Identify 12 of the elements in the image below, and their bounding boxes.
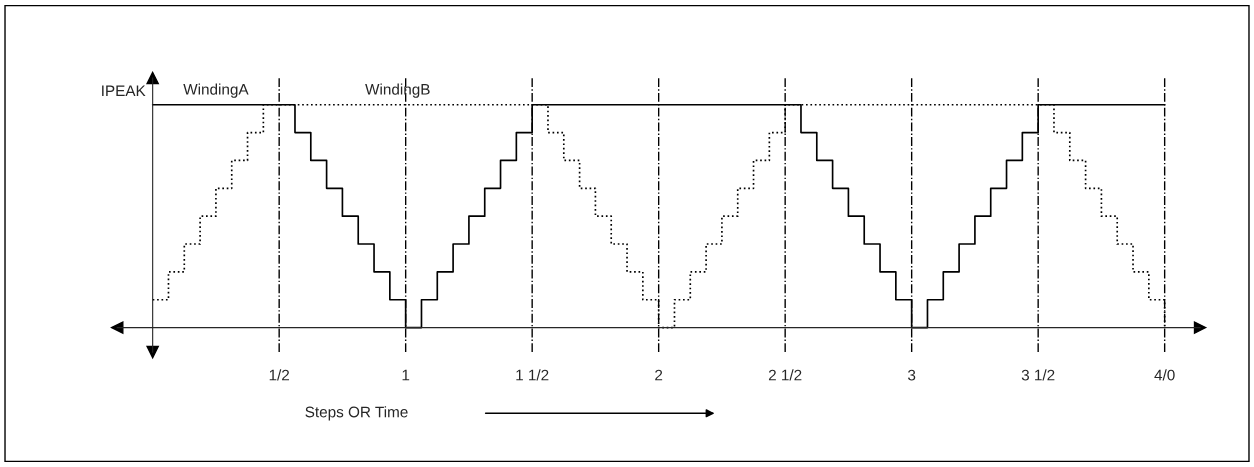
x-tick-label: 1 <box>402 369 410 381</box>
series-label: WindingA <box>183 83 249 98</box>
x-tick-label: 2 1/2 <box>768 369 802 381</box>
x-tick-label: 3 <box>908 369 916 381</box>
x-axis-title: Steps OR Time <box>305 406 408 421</box>
x-tick-label: 4/0 <box>1154 369 1175 381</box>
x-tick-label: 1/2 <box>269 369 290 381</box>
text: IPEAK <box>102 85 146 97</box>
x-tick-label: 2 <box>655 369 663 381</box>
series-label: WindingB <box>365 83 430 98</box>
x-tick-label: 1 1/2 <box>516 369 549 381</box>
x-tick-label: 3 1/2 <box>1021 369 1055 381</box>
